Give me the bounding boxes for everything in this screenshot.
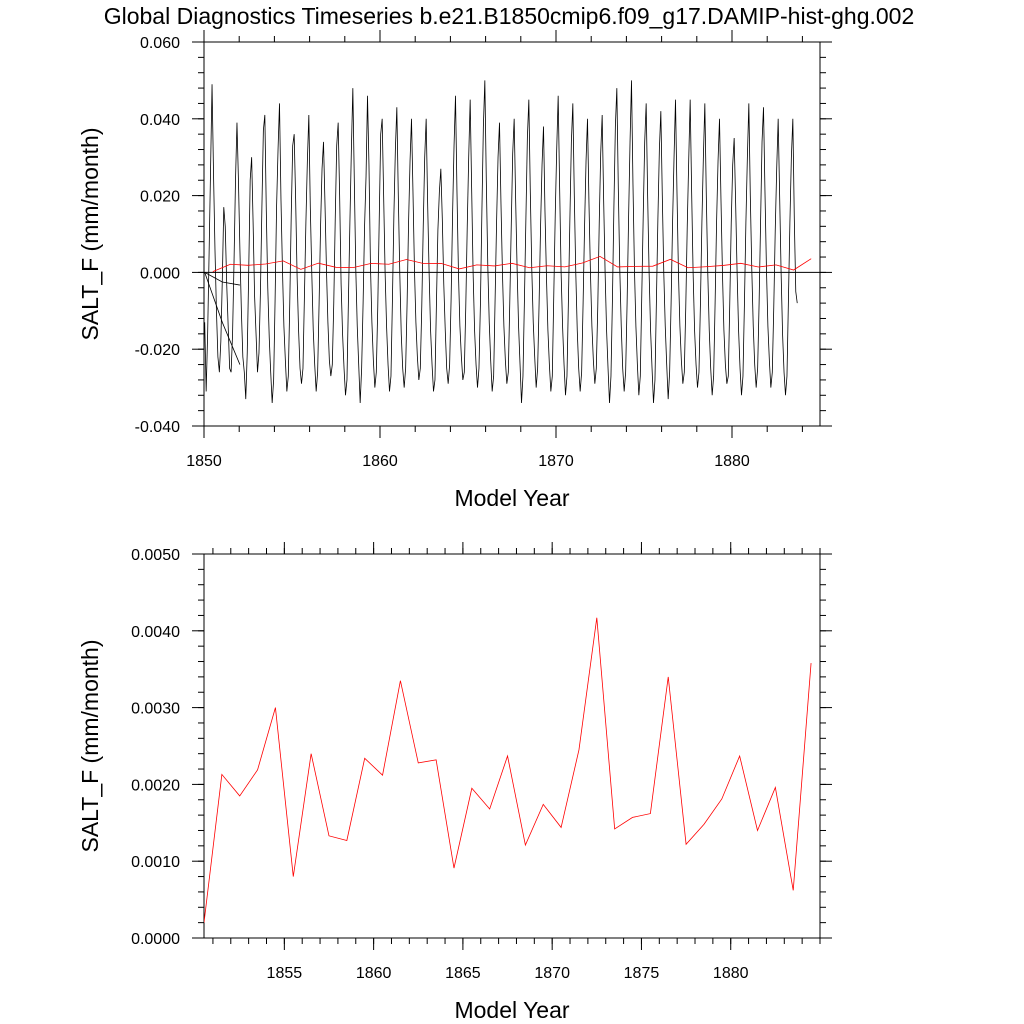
y-axis-label: SALT_F (mm/month) <box>77 128 103 341</box>
y-tick-label: 0.020 <box>140 189 180 206</box>
series-line-3 <box>212 255 812 272</box>
y-tick-label: 0.0020 <box>131 777 180 794</box>
top-panel: 1850 1860 1870 1880 -0.040 -0.020 0.000 0.020 0.… <box>77 30 832 511</box>
x-tick-label: 1875 <box>624 965 660 982</box>
y-tick-label: -0.040 <box>135 419 180 436</box>
y-tick-label: 0.000 <box>140 265 180 282</box>
x-tick-label: 1880 <box>714 453 750 470</box>
chart-title: Global Diagnostics Timeseries b.e21.B185… <box>104 3 915 29</box>
y-tick-label: 0.0030 <box>131 701 180 718</box>
y-tick-label: 0.0050 <box>131 547 180 564</box>
x-tick-label: 1865 <box>445 965 481 982</box>
series-line-2 <box>204 272 241 365</box>
x-tick-label: 1860 <box>362 453 398 470</box>
x-tick-label: 1850 <box>186 453 222 470</box>
bottom-panel: 1855 1860 1865 1870 1875 1880 0.0000 0.0010 0.00… <box>77 542 832 1023</box>
series-line-0 <box>204 617 812 923</box>
x-tick-label: 1860 <box>356 965 392 982</box>
y-axis-label: SALT_F (mm/month) <box>77 640 103 853</box>
x-axis-label: Model Year <box>454 997 569 1023</box>
y-tick-label: 0.0040 <box>131 624 180 641</box>
y-tick-label: 0.0010 <box>131 854 180 871</box>
x-axis-label: Model Year <box>454 485 569 511</box>
y-tick-label: 0.060 <box>140 35 180 52</box>
y-tick-label: -0.020 <box>135 342 180 359</box>
series-line-0 <box>204 80 798 403</box>
series-line-1 <box>204 272 240 286</box>
x-tick-label: 1870 <box>538 453 574 470</box>
plot-frame <box>203 553 821 939</box>
x-tick-label: 1870 <box>534 965 570 982</box>
y-tick-label: 0.040 <box>140 112 180 129</box>
y-tick-label: 0.0000 <box>131 931 180 948</box>
x-tick-label: 1855 <box>267 965 303 982</box>
x-tick-label: 1880 <box>713 965 749 982</box>
plot-frame <box>203 41 821 427</box>
